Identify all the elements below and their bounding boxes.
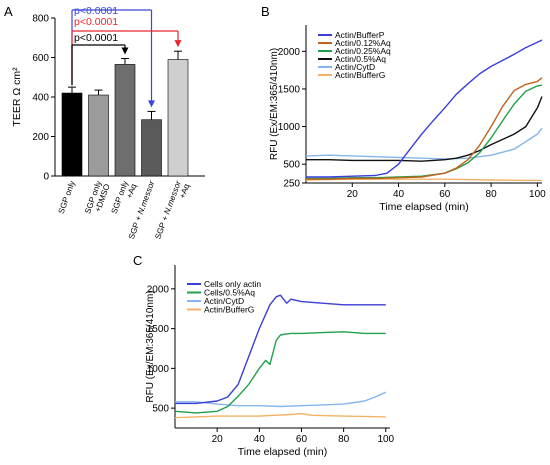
x-tick-label: 60	[296, 434, 308, 445]
x-axis-label: Time elapsed (min)	[379, 201, 468, 213]
bar	[167, 59, 189, 177]
panel-b: B 250 500 1000 1500 2000 20 40 60 80 100 Time elaps…	[261, 4, 546, 213]
p-value-label: p<0.0001	[74, 32, 118, 44]
panel-b-letter: B	[261, 4, 270, 19]
bar	[114, 64, 136, 177]
p-value-label: p<0.0001	[74, 16, 118, 28]
arrow-head	[148, 100, 155, 108]
legend-label: Actin/0.5%Aq	[335, 54, 386, 64]
legend-label: Actin/CytD	[204, 296, 244, 306]
x-tick-label: 40	[254, 434, 266, 445]
y-tick-label: 1500	[278, 84, 301, 95]
series-line	[306, 96, 543, 162]
y-tick-label: 600	[32, 53, 49, 64]
arrow-head	[174, 40, 182, 48]
series-line	[175, 294, 386, 405]
y-axis-label: RFU (Ex/EM:365/410nm)	[145, 290, 156, 402]
y-tick-label: 200	[32, 132, 49, 143]
x-tick-label: 100	[377, 434, 394, 445]
y-tick-label: 500	[283, 160, 300, 171]
y-tick-label: 1500	[147, 324, 170, 335]
y-axis-label: TEER Ω cm²	[11, 67, 23, 127]
x-tick-label: 80	[486, 189, 498, 200]
x-tick-label: 80	[338, 434, 350, 445]
legend-label: Actin/CytD	[335, 62, 375, 72]
x-tick-label: SGP only+Aq	[110, 179, 139, 218]
series-line	[174, 413, 386, 419]
legend-label: Cells only actin	[204, 279, 261, 289]
y-tick-label: 400	[32, 93, 49, 104]
x-tick-label: SGP + N.messor+Aq	[153, 179, 191, 243]
y-tick-label: 1000	[147, 364, 170, 375]
legend-label: Actin/BufferG	[335, 70, 385, 80]
y-tick-label: 1000	[278, 122, 301, 133]
x-tick-label: 100	[529, 189, 546, 200]
y-tick-label: 0	[43, 172, 49, 183]
series-line	[306, 39, 543, 178]
series-line	[306, 84, 543, 180]
arrow-head	[121, 47, 129, 55]
series-line	[174, 331, 386, 414]
legend-label: Cells/0.5%Aq	[204, 288, 255, 298]
legend-label: Actin/BufferP	[335, 30, 385, 40]
x-tick-label: SGP only	[57, 179, 78, 215]
bar	[88, 94, 109, 177]
y-tick-label: 500	[152, 404, 169, 415]
p-value-label: p<0.0001	[74, 5, 118, 17]
series-line	[175, 391, 387, 408]
y-tick-label: 2000	[147, 284, 170, 295]
x-tick-label: 20	[212, 434, 224, 445]
bar	[141, 119, 162, 177]
y-axis-label: RFU (Ex/EM:365/410nm)	[269, 48, 280, 160]
y-tick-label: 800	[32, 14, 49, 25]
y-tick-label: 250	[283, 179, 300, 190]
panel-c: C 500 1000 1500 2000 20 40 60 80 100 Time elapsed …	[133, 253, 395, 458]
series-line	[306, 77, 543, 180]
x-tick-label: SGP only+DMSO	[83, 179, 112, 218]
panel-a-letter: A	[4, 4, 13, 19]
x-axis-label: Time elapsed (min)	[238, 446, 327, 458]
legend-label: Actin/0.12%Aq	[335, 38, 391, 48]
series-line	[305, 127, 543, 160]
bar	[61, 92, 83, 177]
x-tick-label: 40	[393, 189, 405, 200]
legend-label: Actin/0.25%Aq	[335, 46, 391, 56]
x-tick-label: 20	[347, 189, 359, 200]
panel-c-letter: C	[133, 253, 142, 268]
legend-label: Actin/BufferG	[204, 305, 254, 315]
x-tick-label: 60	[439, 189, 451, 200]
y-tick-label: 2000	[278, 47, 301, 58]
